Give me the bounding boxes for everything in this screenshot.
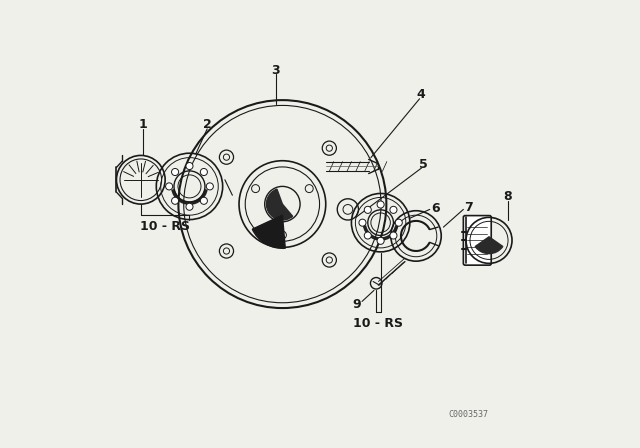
Circle shape xyxy=(166,183,173,190)
Circle shape xyxy=(206,183,213,190)
Text: 10 - RS: 10 - RS xyxy=(140,220,190,233)
Circle shape xyxy=(377,201,384,208)
Wedge shape xyxy=(252,215,285,248)
Circle shape xyxy=(364,207,371,213)
Text: 8: 8 xyxy=(504,190,513,202)
Text: C0003537: C0003537 xyxy=(448,409,488,419)
Wedge shape xyxy=(476,237,503,254)
Text: 9: 9 xyxy=(352,298,360,311)
Circle shape xyxy=(364,232,371,239)
Circle shape xyxy=(396,219,403,226)
Text: 10 - RS: 10 - RS xyxy=(353,317,403,330)
Wedge shape xyxy=(266,189,292,220)
Circle shape xyxy=(377,237,384,244)
Text: 4: 4 xyxy=(417,88,425,101)
Text: 3: 3 xyxy=(271,64,280,77)
Text: 7: 7 xyxy=(464,201,473,214)
Circle shape xyxy=(390,207,397,213)
Circle shape xyxy=(172,168,179,176)
Text: 1: 1 xyxy=(139,118,147,131)
Circle shape xyxy=(186,163,193,170)
Circle shape xyxy=(200,197,207,204)
Circle shape xyxy=(186,203,193,210)
Text: 5: 5 xyxy=(419,158,428,171)
Circle shape xyxy=(172,197,179,204)
FancyBboxPatch shape xyxy=(463,215,492,265)
Circle shape xyxy=(390,232,397,239)
Text: 6: 6 xyxy=(431,202,440,215)
Circle shape xyxy=(359,219,366,226)
Circle shape xyxy=(200,168,207,176)
Text: 2: 2 xyxy=(203,118,212,131)
